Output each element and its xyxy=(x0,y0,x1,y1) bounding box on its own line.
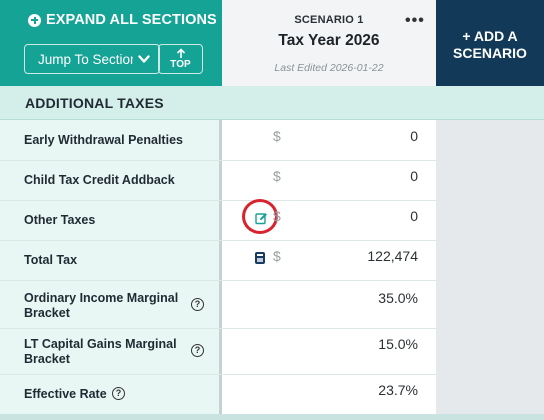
sidebar-header: EXPAND ALL SECTIONS Jump To Section TOP xyxy=(0,0,222,86)
row-divider xyxy=(0,374,436,375)
row-label-lt-capital-gains-marginal-bracket: LT Capital Gains Marginal Bracket xyxy=(24,337,177,367)
value-total-tax: 122,474 xyxy=(367,248,418,264)
label-column xyxy=(0,120,222,420)
row-label-total-tax: Total Tax xyxy=(24,253,78,267)
empty-scenario-column xyxy=(436,120,544,420)
expand-all-label: EXPAND ALL SECTIONS xyxy=(46,12,217,28)
row-label-line: Ordinary Income Marginal xyxy=(24,291,179,305)
help-icon[interactable]: ? xyxy=(191,344,204,357)
scenario-value-column xyxy=(222,120,436,420)
row-label-child-tax-credit-addback: Child Tax Credit Addback xyxy=(24,173,175,187)
chevron-down-icon xyxy=(138,55,150,63)
add-scenario-label-line2: SCENARIO xyxy=(453,45,527,61)
row-divider xyxy=(0,160,436,161)
row-divider xyxy=(0,280,436,281)
calculator-icon[interactable] xyxy=(255,252,265,264)
highlight-circle xyxy=(242,199,278,234)
row-label-line: Bracket xyxy=(24,352,70,366)
row-label-early-withdrawal-penalties: Early Withdrawal Penalties xyxy=(24,133,183,147)
add-scenario-label-line1: + ADD A xyxy=(462,28,518,44)
add-scenario-button[interactable]: + ADD A SCENARIO xyxy=(436,0,544,86)
scenario-title: Tax Year 2026 xyxy=(278,32,380,49)
scenario-label: SCENARIO 1 xyxy=(294,14,364,26)
section-title: ADDITIONAL TAXES xyxy=(25,95,164,111)
expand-all-sections-button[interactable]: EXPAND ALL SECTIONS xyxy=(28,12,217,28)
row-divider xyxy=(0,328,436,329)
section-header[interactable]: ADDITIONAL TAXES xyxy=(0,86,544,120)
value-other-taxes[interactable]: 0 xyxy=(410,208,418,224)
help-icon[interactable]: ? xyxy=(191,298,204,311)
scroll-to-top-button[interactable]: TOP xyxy=(158,44,203,74)
row-label-other-taxes: Other Taxes xyxy=(24,213,96,227)
row-divider xyxy=(0,240,436,241)
value-lt-capital-gains-marginal-bracket: 15.0% xyxy=(378,336,418,352)
row-label-ordinary-income-marginal-bracket: Ordinary Income Marginal Bracket xyxy=(24,291,178,321)
help-icon[interactable]: ? xyxy=(112,387,125,400)
top-button-label: TOP xyxy=(170,59,191,70)
more-options-icon[interactable]: ••• xyxy=(405,12,425,29)
currency-symbol: $ xyxy=(273,248,281,264)
value-early-withdrawal-penalties[interactable]: 0 xyxy=(410,128,418,144)
row-label-effective-rate: Effective Rate xyxy=(24,387,107,401)
scenario-header: SCENARIO 1 ••• Tax Year 2026 Last Edited… xyxy=(222,0,436,86)
last-edited-text: Last Edited 2026-01-22 xyxy=(274,62,384,74)
row-divider xyxy=(0,200,436,201)
plus-circle-icon xyxy=(28,13,41,27)
currency-symbol: $ xyxy=(273,208,281,224)
jump-to-section-select[interactable]: Jump To Section xyxy=(24,44,160,74)
value-ordinary-income-marginal-bracket: 35.0% xyxy=(378,290,418,306)
value-effective-rate: 23.7% xyxy=(378,382,418,398)
row-label-line: Bracket xyxy=(24,306,70,320)
next-section-edge xyxy=(0,414,544,420)
value-child-tax-credit-addback[interactable]: 0 xyxy=(410,168,418,184)
row-label-line: LT Capital Gains Marginal xyxy=(24,337,177,351)
arrow-up-icon xyxy=(176,48,185,58)
jump-to-section-value: Jump To Section xyxy=(38,51,133,67)
currency-symbol: $ xyxy=(273,168,281,184)
currency-symbol: $ xyxy=(273,128,281,144)
